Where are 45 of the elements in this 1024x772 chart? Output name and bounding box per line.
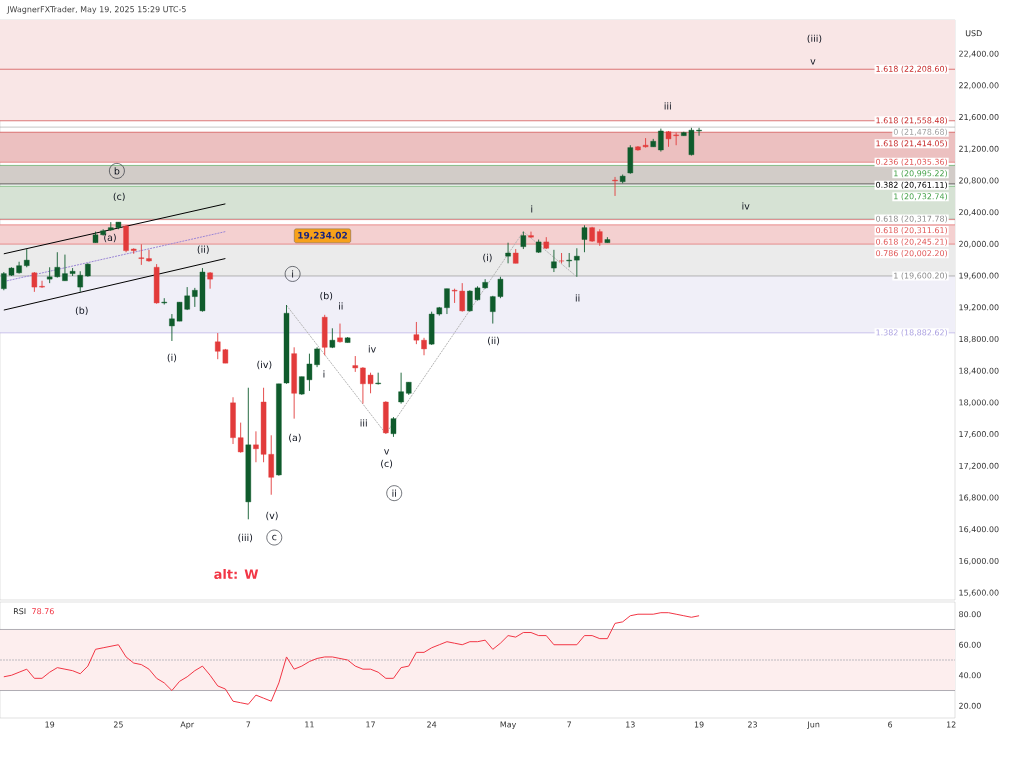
candlestick	[528, 231, 534, 239]
candlestick	[612, 176, 618, 197]
annotation: b	[114, 167, 120, 175]
annotation: (iii)	[807, 34, 822, 44]
annotation: i	[323, 370, 325, 378]
candlestick	[574, 247, 580, 278]
annotation: iii	[664, 102, 671, 110]
candlestick	[658, 128, 664, 153]
candlestick	[375, 372, 381, 386]
annotation: ii	[339, 302, 343, 310]
annotation: (c)	[113, 192, 125, 202]
annotation: i	[292, 270, 294, 278]
candlestick	[337, 323, 343, 344]
annotation: ii	[392, 489, 396, 497]
annotation: (b)	[75, 306, 88, 316]
candlestick	[581, 224, 588, 253]
candlestick	[207, 271, 213, 290]
annotation: (a)	[104, 233, 116, 243]
candlestick	[444, 288, 450, 315]
annotation: v	[810, 59, 816, 65]
annotation: (a)	[289, 433, 301, 443]
candlestick	[505, 242, 511, 264]
candlestick	[24, 248, 30, 268]
annotation: (iii)	[238, 533, 253, 543]
annotation: iv	[368, 345, 376, 353]
annotation: ii	[575, 294, 580, 302]
annotation: (v)	[266, 511, 278, 521]
annotation: (b)	[320, 291, 333, 301]
annotation: alt: W	[214, 568, 259, 580]
annotation: (i)	[167, 353, 177, 363]
annotation: i	[531, 205, 533, 213]
annotation: (iv)	[257, 360, 272, 370]
annotation: (ii)	[197, 245, 209, 255]
annotation: (c)	[381, 459, 393, 469]
candlestick	[398, 372, 404, 405]
annotation: c	[272, 534, 277, 541]
annotation: 19,234.02	[298, 231, 347, 240]
annotation: (i)	[483, 253, 492, 263]
candlestick	[390, 416, 397, 438]
annotation: v	[384, 449, 390, 455]
annotation: iii	[360, 419, 367, 427]
candlestick	[77, 270, 83, 293]
candlestick	[551, 249, 557, 273]
annotation: iv	[742, 202, 750, 210]
annotation: (ii)	[488, 336, 500, 346]
